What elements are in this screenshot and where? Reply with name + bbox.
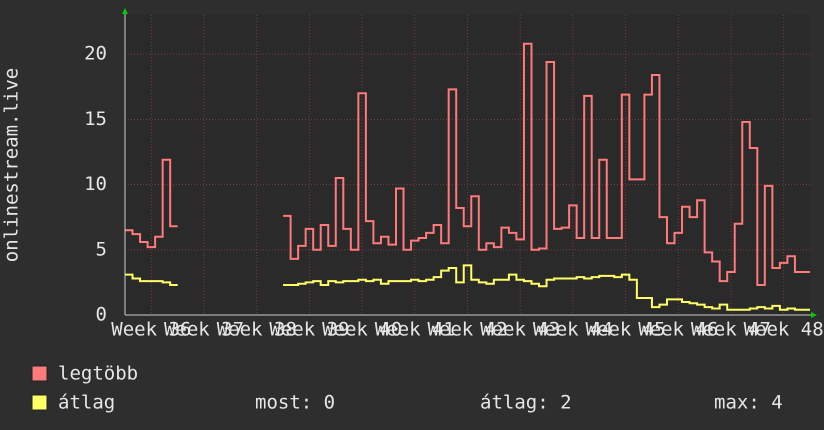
legend-swatch [31, 394, 48, 411]
series-line [283, 42, 810, 286]
series-line [125, 158, 178, 249]
y-axis-label: onlinestream.live [1, 68, 23, 262]
x-tick-label: Week 41 [375, 319, 455, 341]
x-tick-label: Week 38 [217, 319, 297, 341]
y-tick-label: 0 [96, 304, 107, 326]
series-layer [125, 42, 810, 311]
x-tick-label: Week 44 [533, 319, 613, 341]
x-tick-label: Week 42 [427, 319, 507, 341]
grid [125, 15, 810, 316]
x-tick-label: Week 47 [691, 319, 771, 341]
axis-arrow [122, 8, 128, 14]
x-tick-label: Week 43 [480, 319, 560, 341]
x-tick-label: Week 36 [111, 319, 191, 341]
x-tick-label: Week 48 [744, 319, 824, 341]
axis-arrow [811, 312, 817, 318]
x-tick-label: Week 37 [164, 319, 244, 341]
legend: legtöbb átlag most: 0 átlag: 2 max: 4 [31, 363, 783, 414]
summary-stat: most: 0 [255, 392, 335, 414]
legend-label: legtöbb [58, 363, 138, 385]
x-tick-label: Week 39 [269, 319, 349, 341]
y-tick-label: 10 [84, 173, 107, 195]
summary-stat: átlag: 2 [480, 392, 572, 414]
legend-label: átlag [58, 392, 115, 414]
summary-stat: max: 4 [714, 392, 783, 414]
y-tick-label: 15 [84, 108, 107, 130]
series-line [125, 273, 178, 286]
series-line [283, 264, 810, 311]
x-tick-label: Week 40 [322, 319, 402, 341]
x-tick-label: Week 45 [586, 319, 666, 341]
y-tick-label: 5 [96, 238, 107, 260]
x-tick-label: Week 46 [638, 319, 718, 341]
y-tick-label: 20 [84, 43, 107, 65]
legend-swatch [31, 365, 48, 382]
